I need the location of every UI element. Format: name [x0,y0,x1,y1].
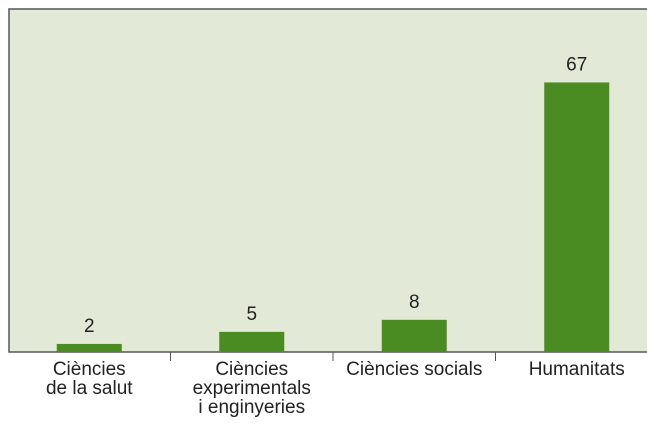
value-label: 2 [84,316,95,337]
bar [381,319,447,352]
bar [56,343,122,352]
x-tick-label: Humanitats [528,359,625,380]
value-label: 67 [566,54,587,75]
value-label: 5 [246,304,257,325]
x-tick-label: Ciències socials [346,359,483,380]
x-tick-label: Ciències experimentals i enginyeries [192,359,311,418]
x-tick-label: Ciències de la salut [45,359,133,399]
bar [544,82,610,353]
bar [219,331,285,352]
plot-area [8,8,647,353]
value-label: 8 [409,292,420,313]
